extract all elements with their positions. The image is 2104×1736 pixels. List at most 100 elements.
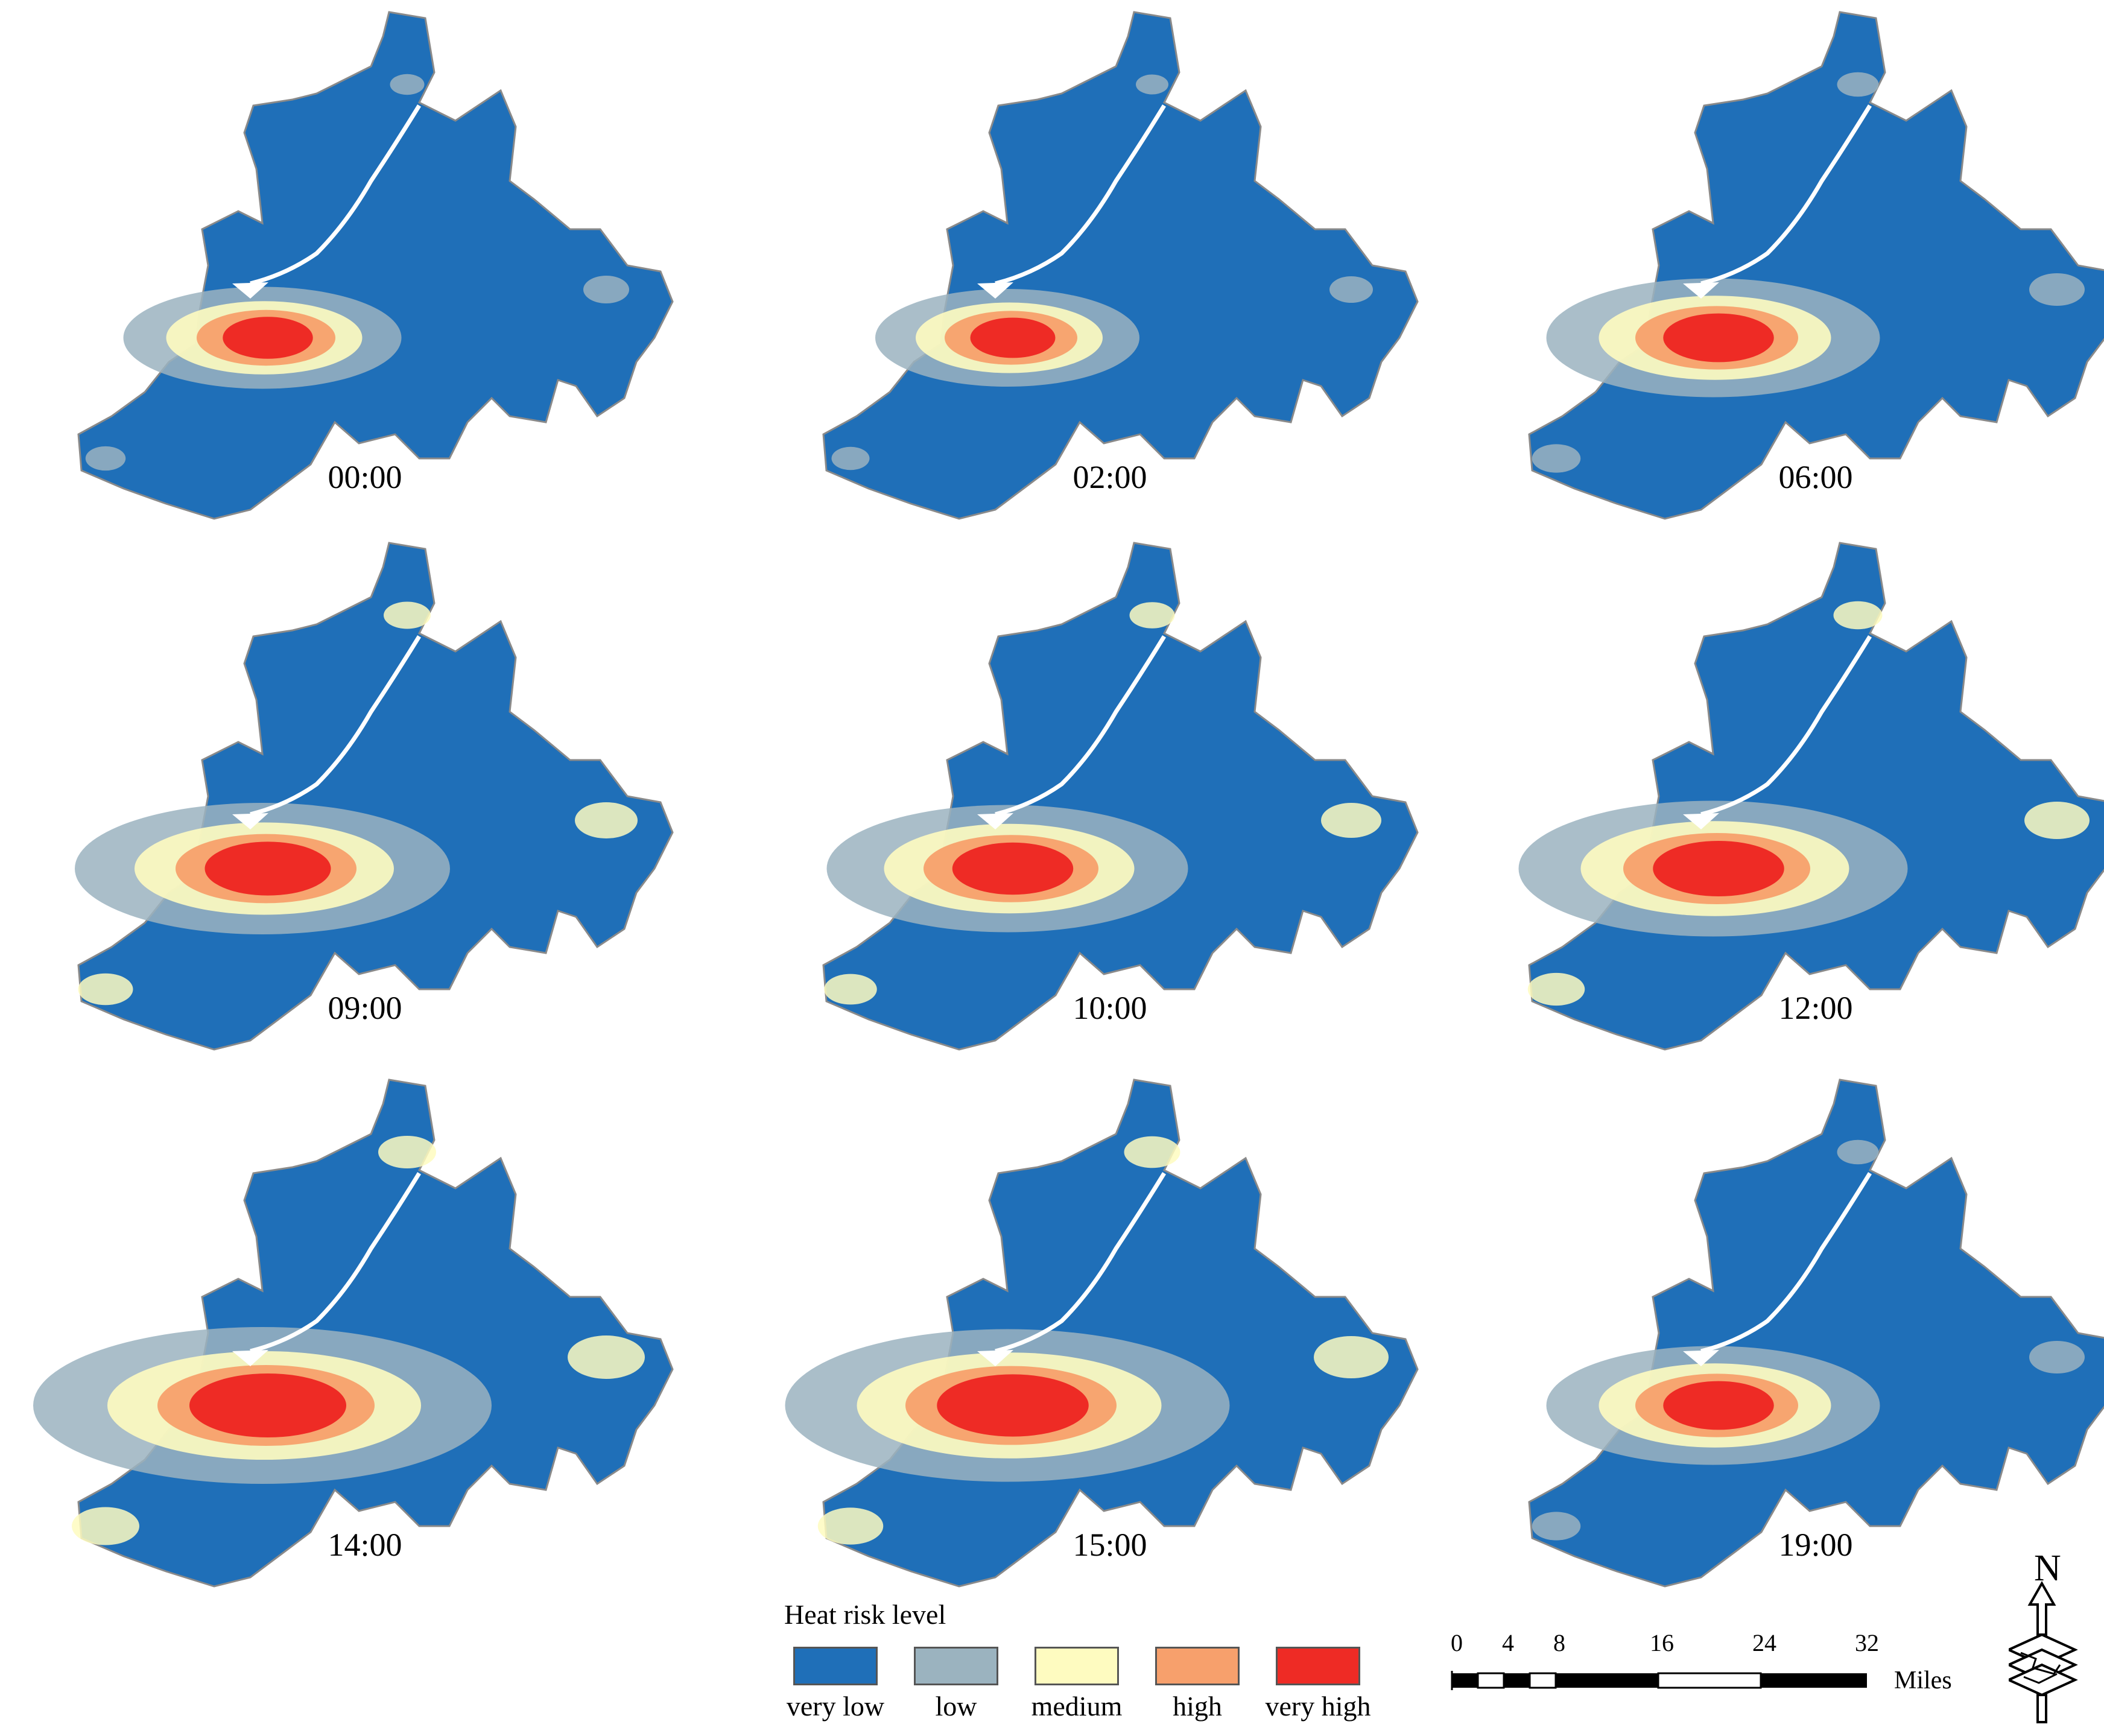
region-shape	[1528, 11, 2104, 520]
river-line	[1700, 104, 1872, 286]
map-panel: 02:00	[778, 0, 1442, 531]
heat-zone	[204, 841, 331, 896]
legend-item-very-high: very high	[1261, 1647, 1375, 1731]
region-shape	[822, 1079, 1419, 1588]
heat-zone	[378, 1136, 436, 1168]
time-label: 19:00	[1778, 1527, 1853, 1563]
scale-units: Miles	[1894, 1667, 1952, 1694]
heat-risk-map	[77, 11, 674, 520]
legend-swatch-medium	[1035, 1647, 1119, 1685]
heat-zone	[1532, 1512, 1581, 1541]
map-panel: 15:00	[778, 1068, 1442, 1598]
map-panel: 12:00	[1484, 531, 2104, 1062]
heat-risk-map	[75, 542, 674, 1051]
map-panel: 14:00	[33, 1068, 697, 1598]
region-shape	[822, 542, 1419, 1051]
legend-item-medium: medium	[1019, 1647, 1134, 1731]
heat-zone	[1663, 313, 1774, 363]
legend-item-low: low	[899, 1647, 1013, 1731]
heat-zone	[583, 276, 629, 303]
heat-zone	[223, 317, 313, 359]
scale-tick-0: 0	[1451, 1629, 1463, 1656]
heat-zone	[189, 1373, 346, 1437]
heat-zone	[1321, 803, 1381, 838]
map-panel: 10:00	[778, 531, 1442, 1062]
heat-zone	[72, 1507, 139, 1545]
legend-item-very-low: very low	[778, 1647, 893, 1731]
time-label: 06:00	[1778, 459, 1853, 495]
map-panel: 06:00	[1484, 0, 2104, 531]
legend-swatch-very-high	[1276, 1647, 1360, 1685]
legend-label-very-high: very high	[1265, 1691, 1371, 1722]
lake-shape	[977, 813, 1013, 829]
lake-shape	[977, 282, 1013, 299]
heat-risk-map	[785, 1079, 1419, 1588]
heat-zone	[1653, 841, 1784, 896]
heat-risk-map	[822, 542, 1419, 1051]
lake-shape	[232, 813, 268, 829]
map-panel: 00:00	[33, 0, 697, 531]
time-label: 12:00	[1778, 990, 1853, 1026]
heat-zone	[824, 974, 877, 1005]
heat-zone	[1314, 1336, 1389, 1378]
time-label: 02:00	[1073, 459, 1147, 495]
legend-title: Heat risk level	[784, 1599, 946, 1630]
scale-bar: 0 4 8 16 24 32 Miles	[1445, 1629, 1988, 1713]
legend-swatch-high	[1155, 1647, 1240, 1685]
heat-zone	[1532, 444, 1581, 473]
legend-label-very-low: very low	[786, 1691, 885, 1722]
river-line	[250, 104, 421, 286]
river-line	[995, 1172, 1166, 1354]
scale-tick-8: 8	[1553, 1629, 1565, 1656]
heat-zone	[384, 601, 431, 629]
heat-zone	[1124, 1136, 1180, 1168]
scale-tick-24: 24	[1752, 1629, 1776, 1656]
heat-zone	[1663, 1381, 1774, 1430]
river-line	[995, 104, 1166, 286]
time-label: 00:00	[328, 459, 402, 495]
north-arrow-icon: N	[2006, 1548, 2078, 1723]
map-panel: 09:00	[33, 531, 697, 1062]
heat-zone	[970, 317, 1056, 358]
legend-label-medium: medium	[1031, 1691, 1123, 1722]
heat-zone	[1329, 276, 1373, 303]
time-label: 14:00	[328, 1527, 402, 1563]
heat-zone	[2029, 1341, 2085, 1373]
map-panel: 19:00	[1484, 1068, 2104, 1598]
heat-zone	[85, 446, 126, 471]
north-label: N	[2034, 1548, 2061, 1589]
legend: Heat risk level very low low medium high…	[778, 1598, 1412, 1731]
heat-zone	[568, 1335, 645, 1379]
heat-zone	[952, 842, 1074, 895]
time-label: 10:00	[1073, 990, 1147, 1026]
scale-tick-32: 32	[1855, 1629, 1879, 1656]
heat-zone	[2024, 802, 2090, 839]
heat-zone	[1837, 1139, 1879, 1165]
legend-label-high: high	[1173, 1691, 1222, 1722]
lake-shape	[1683, 813, 1719, 829]
heat-zone	[2029, 273, 2085, 306]
river-line	[995, 635, 1166, 817]
legend-label-low: low	[935, 1691, 977, 1722]
heat-zone	[1837, 72, 1879, 97]
heat-risk-map	[1528, 1079, 2104, 1588]
heat-risk-map	[33, 1079, 674, 1588]
region-shape	[77, 11, 674, 520]
lake-shape	[1683, 282, 1719, 299]
heat-zone	[937, 1374, 1089, 1437]
region-shape	[77, 1079, 674, 1588]
river-line	[250, 635, 421, 817]
region-shape	[822, 11, 1419, 520]
heat-zone	[817, 1507, 884, 1545]
scale-tick-16: 16	[1650, 1629, 1674, 1656]
north-arrow: N	[2006, 1544, 2081, 1725]
heat-zone	[575, 802, 638, 838]
heat-zone	[831, 446, 870, 470]
region-shape	[1528, 542, 2104, 1051]
heat-zone	[1527, 972, 1585, 1006]
scale-bar-graphic	[1451, 1671, 1867, 1690]
heat-risk-map	[1518, 542, 2104, 1051]
river-line	[1700, 635, 1872, 817]
time-label: 15:00	[1073, 1527, 1147, 1563]
time-label: 09:00	[328, 990, 402, 1026]
